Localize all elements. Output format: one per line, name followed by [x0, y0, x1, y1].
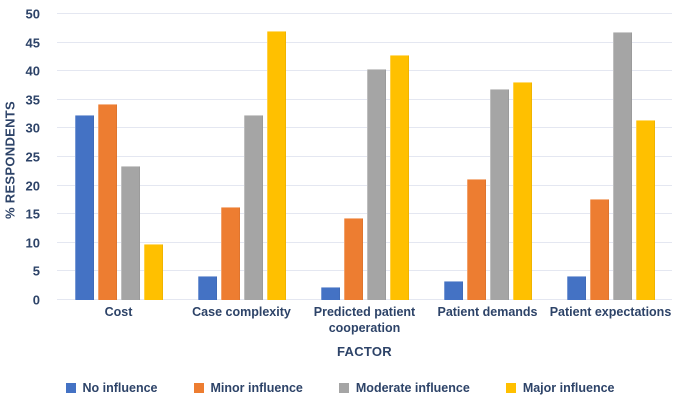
bar [97, 103, 117, 300]
legend-label: No influence [82, 381, 158, 395]
gridline [57, 270, 672, 272]
plot-area [57, 13, 672, 300]
y-tick-label: 15 [25, 206, 40, 222]
bar [220, 206, 240, 300]
bar [320, 286, 340, 300]
x-category-labels: Cost Case complexity Predicted patient coo… [57, 305, 672, 336]
x-axis-title: FACTOR [336, 344, 392, 359]
legend-label: Major influence [522, 381, 615, 395]
bar [566, 275, 586, 300]
x-category-label: Case complexity [192, 305, 291, 319]
y-tick-label: 35 [25, 92, 40, 108]
bar-group [303, 14, 426, 300]
y-tick-label: 0 [32, 292, 40, 308]
x-category-label: Patient demands [437, 305, 538, 319]
gridline [57, 127, 672, 129]
x-category-cell: Cost [57, 305, 180, 336]
gridline [57, 213, 672, 215]
bar-groups [57, 14, 672, 300]
gridline [57, 98, 672, 100]
y-tick-label: 5 [32, 263, 40, 279]
legend: No influence Minor influence Moderate infl… [0, 381, 680, 395]
x-category-label: Patient expectations [549, 305, 672, 319]
bar [343, 217, 363, 300]
y-tick-label: 20 [25, 178, 40, 194]
y-axis-ticks: 0 5 10 15 20 25 30 35 40 45 50 [0, 8, 48, 307]
x-category-cell: Case complexity [180, 305, 303, 336]
bar [243, 114, 263, 300]
legend-item: Moderate influence [338, 381, 470, 395]
bar [266, 31, 286, 300]
bar [120, 166, 140, 300]
y-tick-label: 30 [25, 120, 40, 136]
legend-swatch [505, 383, 516, 393]
bar [197, 275, 217, 300]
bar [612, 32, 632, 300]
gridline [57, 13, 672, 14]
bar [143, 243, 163, 300]
bar [512, 82, 532, 300]
gridline [57, 299, 672, 300]
legend-swatch [338, 383, 349, 393]
legend-swatch [193, 383, 204, 393]
legend-label: Moderate influence [355, 381, 470, 395]
gridline [57, 184, 672, 186]
y-tick-label: 10 [25, 235, 40, 251]
legend-item: No influence [65, 381, 158, 395]
bar-group [426, 14, 549, 300]
bar [589, 199, 609, 300]
x-category-cell: Predicted patient cooperation [303, 305, 426, 336]
bar-group [180, 14, 303, 300]
gridline [57, 241, 672, 243]
bar [389, 54, 409, 300]
x-category-label: Cost [104, 305, 133, 319]
bar [443, 281, 463, 300]
y-tick-label: 50 [25, 6, 40, 22]
gridline [57, 156, 672, 157]
bar [466, 179, 486, 300]
legend-item: Minor influence [193, 381, 303, 395]
y-tick-label: 25 [25, 149, 40, 165]
y-tick-label: 40 [25, 63, 40, 79]
legend-label: Minor influence [210, 381, 303, 395]
legend-item: Major influence [505, 381, 615, 395]
bar-group [549, 14, 672, 300]
bar-group [57, 14, 180, 300]
gridline [57, 41, 672, 43]
y-tick-label: 45 [25, 35, 40, 51]
x-category-label: Predicted patient cooperation [313, 305, 416, 335]
bar [489, 88, 509, 300]
gridline [57, 70, 672, 72]
bar [74, 114, 94, 300]
bar [366, 68, 386, 300]
x-category-cell: Patient expectations [549, 305, 672, 336]
x-category-cell: Patient demands [426, 305, 549, 336]
bar [635, 119, 655, 300]
legend-swatch [65, 383, 76, 393]
